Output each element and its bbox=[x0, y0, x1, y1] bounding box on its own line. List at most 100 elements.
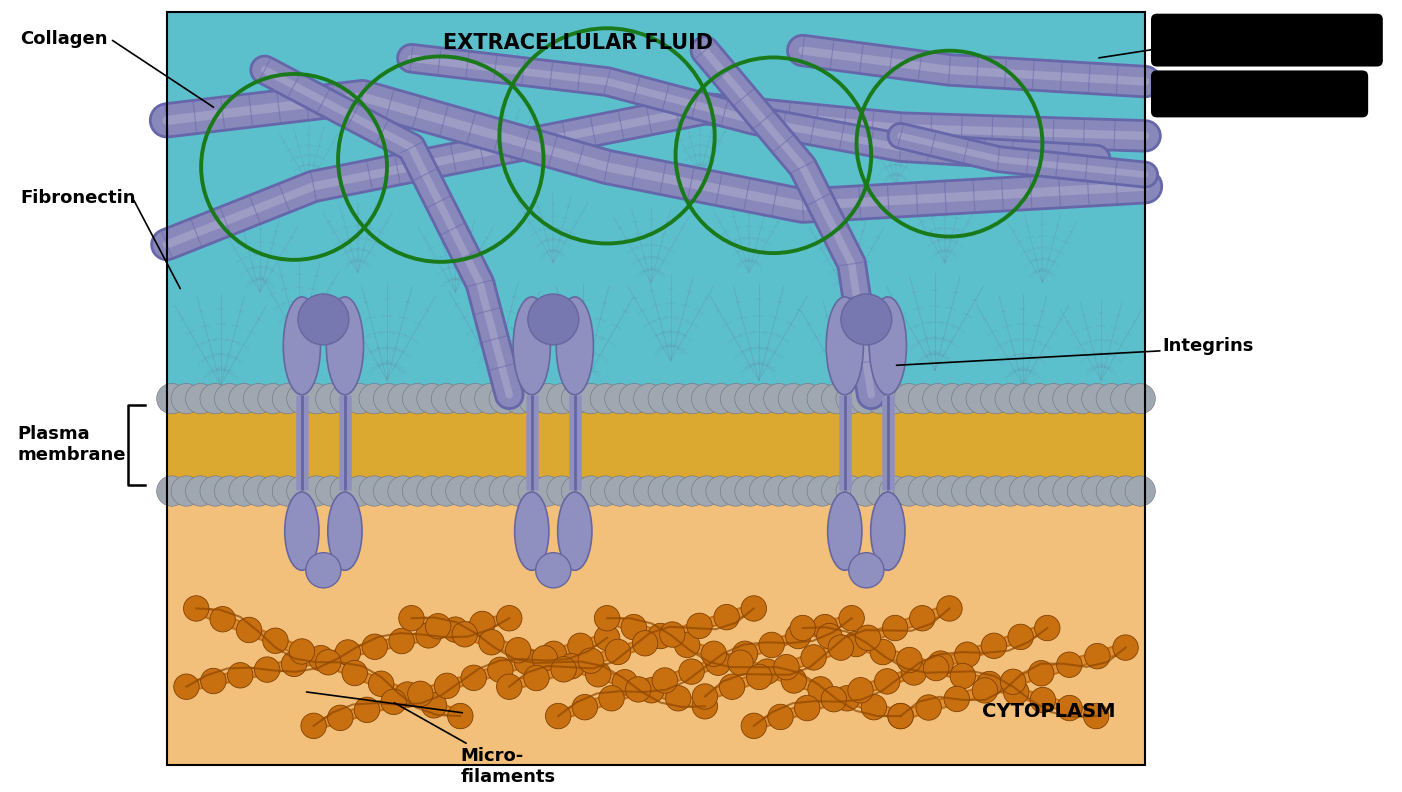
Circle shape bbox=[388, 383, 418, 414]
Circle shape bbox=[229, 383, 259, 414]
Circle shape bbox=[659, 622, 686, 647]
Circle shape bbox=[928, 651, 953, 676]
Circle shape bbox=[447, 703, 472, 729]
Circle shape bbox=[398, 606, 425, 631]
Circle shape bbox=[693, 694, 718, 719]
Circle shape bbox=[496, 606, 522, 631]
Circle shape bbox=[764, 383, 794, 414]
Circle shape bbox=[1004, 680, 1029, 705]
Circle shape bbox=[289, 639, 314, 664]
Circle shape bbox=[345, 383, 374, 414]
Circle shape bbox=[981, 633, 1007, 658]
Circle shape bbox=[789, 615, 816, 641]
Circle shape bbox=[817, 623, 843, 649]
Circle shape bbox=[705, 476, 736, 506]
Circle shape bbox=[388, 476, 418, 506]
Circle shape bbox=[590, 476, 621, 506]
Circle shape bbox=[887, 703, 913, 729]
Circle shape bbox=[742, 713, 767, 739]
Circle shape bbox=[714, 604, 739, 630]
Circle shape bbox=[229, 476, 259, 506]
Circle shape bbox=[408, 681, 433, 706]
Circle shape bbox=[489, 476, 519, 506]
Circle shape bbox=[781, 668, 806, 693]
Circle shape bbox=[515, 649, 540, 675]
Circle shape bbox=[527, 294, 579, 345]
Circle shape bbox=[1067, 476, 1098, 506]
Circle shape bbox=[308, 645, 334, 671]
Circle shape bbox=[848, 678, 873, 703]
Circle shape bbox=[732, 641, 757, 667]
Circle shape bbox=[561, 383, 592, 414]
Circle shape bbox=[559, 653, 585, 679]
Circle shape bbox=[621, 615, 646, 640]
Bar bbox=[167, 400, 1145, 490]
Circle shape bbox=[306, 553, 341, 588]
Circle shape bbox=[648, 623, 673, 649]
Circle shape bbox=[1039, 476, 1068, 506]
Circle shape bbox=[674, 632, 700, 657]
Text: EXTRACELLULAR FLUID: EXTRACELLULAR FLUID bbox=[443, 33, 712, 53]
Circle shape bbox=[541, 641, 566, 667]
Circle shape bbox=[576, 383, 606, 414]
Circle shape bbox=[916, 695, 941, 720]
Circle shape bbox=[855, 625, 880, 650]
Circle shape bbox=[272, 476, 303, 506]
Circle shape bbox=[416, 623, 442, 648]
Circle shape bbox=[171, 476, 202, 506]
Circle shape bbox=[1008, 624, 1033, 649]
Circle shape bbox=[345, 476, 374, 506]
Circle shape bbox=[1029, 661, 1054, 686]
Circle shape bbox=[768, 704, 794, 729]
Circle shape bbox=[879, 383, 910, 414]
Circle shape bbox=[460, 476, 491, 506]
Circle shape bbox=[955, 642, 980, 668]
Ellipse shape bbox=[558, 492, 592, 570]
Circle shape bbox=[995, 476, 1025, 506]
Circle shape bbox=[865, 383, 896, 414]
Circle shape bbox=[359, 383, 390, 414]
Circle shape bbox=[1067, 383, 1098, 414]
Circle shape bbox=[329, 476, 360, 506]
Circle shape bbox=[838, 606, 865, 631]
Circle shape bbox=[432, 476, 461, 506]
Circle shape bbox=[1082, 383, 1112, 414]
Circle shape bbox=[388, 628, 415, 653]
Circle shape bbox=[687, 613, 712, 638]
Circle shape bbox=[634, 383, 665, 414]
Circle shape bbox=[937, 596, 962, 621]
Circle shape bbox=[1124, 383, 1155, 414]
Circle shape bbox=[373, 383, 404, 414]
Ellipse shape bbox=[826, 297, 864, 394]
Ellipse shape bbox=[869, 297, 907, 394]
Circle shape bbox=[328, 705, 353, 730]
Circle shape bbox=[735, 476, 765, 506]
Bar bbox=[167, 12, 1145, 400]
Circle shape bbox=[1084, 703, 1109, 729]
Circle shape bbox=[315, 649, 341, 675]
Circle shape bbox=[1009, 476, 1040, 506]
Circle shape bbox=[966, 476, 997, 506]
Circle shape bbox=[215, 476, 245, 506]
Circle shape bbox=[944, 686, 970, 712]
Circle shape bbox=[369, 671, 394, 696]
Ellipse shape bbox=[871, 492, 904, 570]
Circle shape bbox=[301, 383, 331, 414]
Circle shape bbox=[808, 476, 837, 506]
Circle shape bbox=[286, 383, 317, 414]
Circle shape bbox=[443, 617, 468, 642]
Circle shape bbox=[425, 614, 451, 639]
Circle shape bbox=[547, 476, 578, 506]
Circle shape bbox=[625, 676, 651, 702]
Circle shape bbox=[329, 383, 360, 414]
Circle shape bbox=[1001, 669, 1026, 695]
Circle shape bbox=[705, 383, 736, 414]
Circle shape bbox=[923, 476, 953, 506]
Circle shape bbox=[342, 661, 367, 686]
Circle shape bbox=[721, 476, 750, 506]
Text: Collagen: Collagen bbox=[20, 30, 108, 48]
Circle shape bbox=[517, 383, 548, 414]
Circle shape bbox=[693, 683, 718, 709]
Circle shape bbox=[381, 689, 407, 714]
Circle shape bbox=[402, 476, 433, 506]
